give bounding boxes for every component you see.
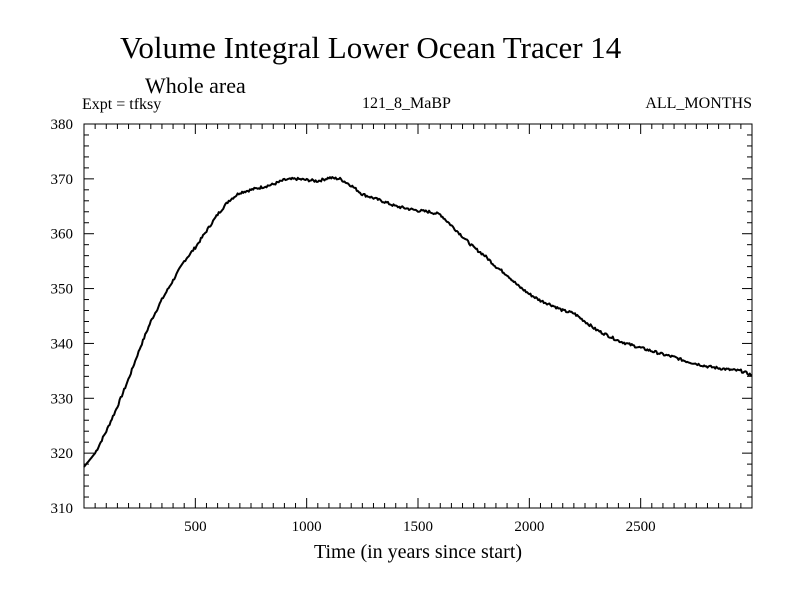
x-axis-label: Time (in years since start) — [314, 541, 522, 563]
chart-subtitle: Whole area — [145, 73, 246, 98]
x-tick-label: 500 — [184, 519, 207, 535]
y-tick-label: 370 — [51, 172, 74, 188]
y-tick-label: 330 — [51, 391, 74, 407]
months-label: ALL_MONTHS — [645, 95, 752, 112]
y-tick-label: 350 — [51, 282, 74, 298]
plot-frame — [83, 123, 753, 509]
y-tick-label: 360 — [51, 227, 74, 243]
y-tick-label: 320 — [51, 446, 74, 462]
series-line — [83, 176, 753, 468]
x-tick-label: 1000 — [292, 519, 322, 535]
y-tick-label: 340 — [51, 336, 74, 352]
y-tick-labels: 310 320 330 340 350 360 370 380 — [51, 117, 74, 517]
x-tick-labels: 500 1000 1500 2000 2500 — [184, 519, 656, 535]
y-tick-label: 380 — [51, 117, 74, 133]
y-tick-label: 310 — [51, 501, 74, 517]
x-tick-label: 1500 — [403, 519, 433, 535]
x-tick-label: 2500 — [626, 519, 656, 535]
experiment-label: Expt = tfksy — [82, 96, 161, 113]
chart-title: Volume Integral Lower Ocean Tracer 14 — [120, 30, 622, 65]
axis-ticks — [83, 123, 753, 509]
x-tick-label: 2000 — [514, 519, 544, 535]
period-label: 121_8_MaBP — [362, 95, 451, 112]
